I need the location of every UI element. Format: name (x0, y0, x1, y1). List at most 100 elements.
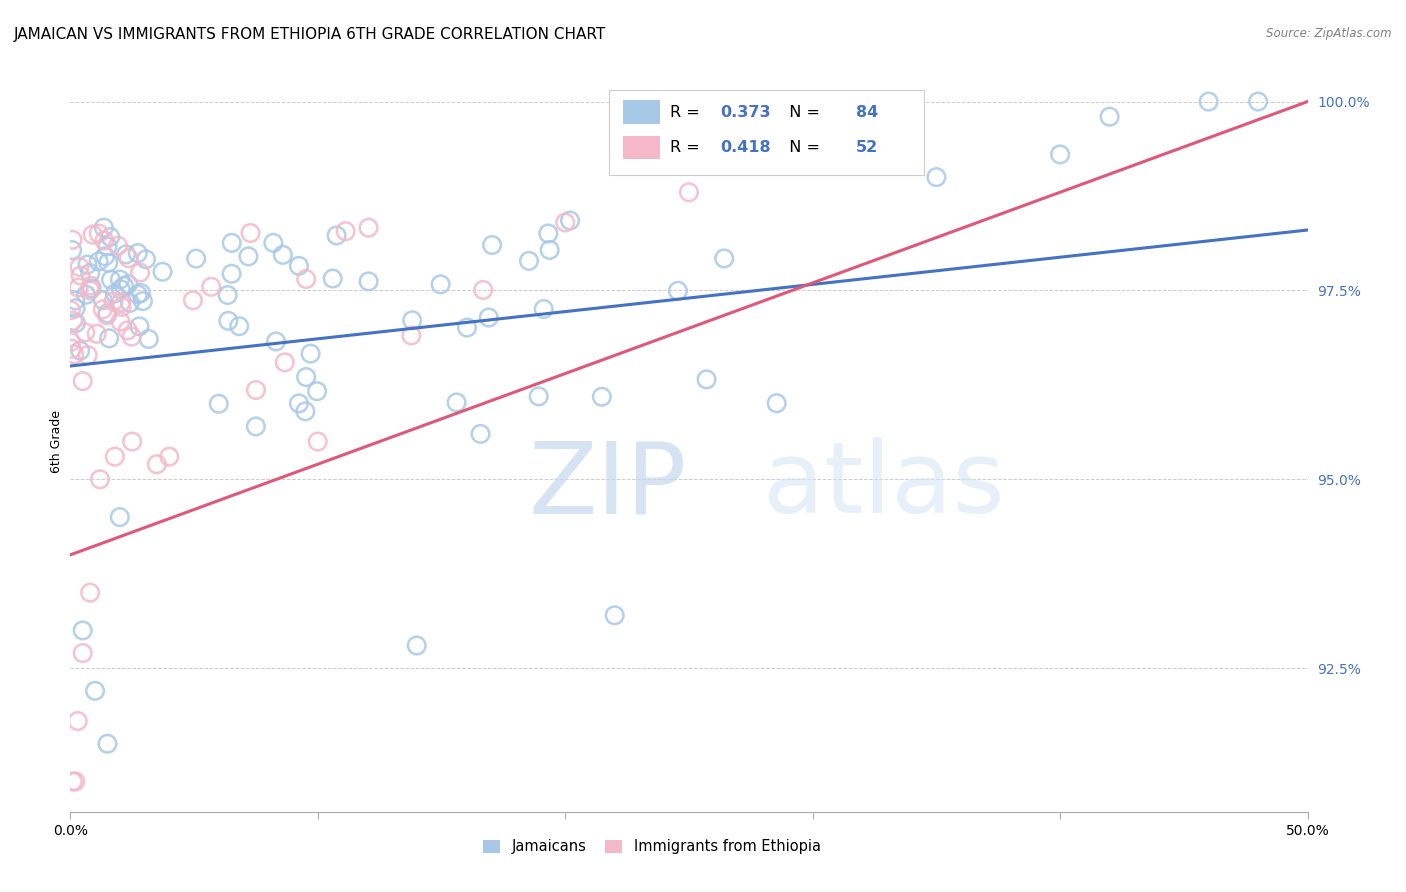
Point (478, 310, 501, 325)
Point (1247, 95, 1270, 109)
Point (98, 331, 121, 345)
Point (91, 293, 114, 308)
FancyBboxPatch shape (609, 90, 924, 175)
Point (87, 227, 110, 241)
Point (112, 279, 135, 293)
Point (93, 220, 115, 235)
Point (184, 252, 207, 266)
Point (121, 434, 143, 449)
Point (72, 624, 94, 638)
Point (84, 683, 107, 698)
Point (538, 243, 561, 257)
Point (115, 247, 138, 261)
Point (117, 323, 139, 337)
Point (110, 314, 132, 328)
Text: Source: ZipAtlas.com: Source: ZipAtlas.com (1267, 27, 1392, 40)
Point (111, 300, 134, 314)
Point (72, 374, 94, 388)
Point (127, 246, 149, 260)
Point (152, 265, 174, 279)
Point (80, 278, 103, 293)
Point (603, 608, 626, 623)
Point (456, 320, 478, 334)
Point (295, 370, 318, 384)
Point (481, 238, 503, 252)
Point (72, 646, 94, 660)
Point (96, 309, 118, 323)
Point (239, 226, 262, 240)
Point (146, 457, 169, 471)
Point (63, 347, 86, 361)
Point (357, 274, 380, 288)
Point (65, 301, 87, 315)
Point (87, 254, 110, 268)
Point (713, 252, 735, 266)
Point (79, 585, 101, 599)
Point (91, 302, 114, 317)
Point (75, 287, 97, 301)
Point (79, 284, 101, 298)
Point (208, 397, 231, 411)
Text: 0.418: 0.418 (720, 140, 770, 155)
Point (537, 227, 560, 241)
Point (69, 268, 91, 283)
Point (97, 255, 120, 269)
Point (405, 639, 427, 653)
Point (401, 313, 423, 327)
Text: 84: 84 (856, 104, 879, 120)
Point (128, 319, 150, 334)
Point (79, 266, 101, 280)
Point (129, 266, 152, 280)
Text: R =: R = (671, 104, 706, 120)
Point (66, 714, 89, 728)
Point (446, 395, 468, 409)
Point (62, 314, 84, 328)
Point (271, 248, 294, 262)
Point (69, 260, 91, 274)
Text: N =: N = (779, 140, 825, 155)
Point (132, 294, 155, 309)
Point (138, 332, 160, 346)
Text: N =: N = (779, 104, 825, 120)
Point (554, 215, 576, 229)
Text: JAMAICAN VS IMMIGRANTS FROM ETHIOPIA 6TH GRADE CORRELATION CHART: JAMAICAN VS IMMIGRANTS FROM ETHIOPIA 6TH… (14, 27, 606, 42)
Point (98, 230, 121, 244)
Point (238, 249, 260, 263)
Point (299, 346, 322, 360)
Point (110, 295, 132, 310)
Point (221, 235, 243, 250)
Point (108, 510, 131, 524)
Point (96, 306, 118, 320)
Point (533, 301, 555, 316)
Point (228, 319, 250, 334)
Point (925, 170, 948, 185)
Point (591, 390, 613, 404)
Point (86, 326, 108, 341)
FancyBboxPatch shape (623, 100, 661, 124)
Point (401, 328, 423, 343)
Point (357, 220, 380, 235)
Point (117, 277, 139, 292)
Text: 52: 52 (856, 140, 879, 155)
Point (1049, 147, 1071, 161)
Point (295, 272, 318, 286)
Point (80, 281, 103, 295)
Point (62, 233, 84, 247)
Point (100, 273, 122, 287)
Point (307, 434, 329, 449)
Point (104, 450, 127, 464)
Point (217, 288, 239, 302)
Point (104, 286, 127, 301)
Text: R =: R = (671, 140, 706, 155)
Point (294, 404, 316, 418)
Point (696, 372, 718, 386)
Point (678, 186, 700, 200)
Point (107, 239, 129, 253)
Point (135, 252, 157, 267)
Point (117, 251, 139, 265)
Point (262, 235, 284, 250)
Point (129, 285, 152, 300)
Point (67, 280, 90, 294)
Point (274, 355, 297, 369)
Point (62, 774, 84, 789)
